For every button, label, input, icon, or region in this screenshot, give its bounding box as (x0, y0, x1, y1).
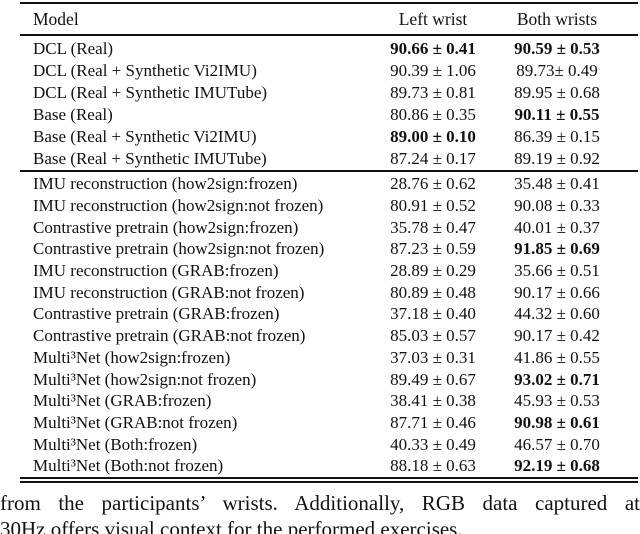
model-name: Multi³Net (GRAB:not frozen) (33, 412, 238, 432)
table-row: Contrastive pretrain (how2sign:frozen) 35… (20, 217, 638, 239)
both-wrists-value: 46.57 ± 0.70 (514, 434, 600, 454)
table-row: Multi³Net (how2sign:not frozen) 89.49 ± 0… (20, 369, 638, 391)
left-wrist-value: 87.23 ± 0.59 (390, 239, 476, 259)
table-row: IMU reconstruction (GRAB:frozen) 28.89 ± … (20, 260, 638, 282)
left-wrist-value: 87.24 ± 0.17 (390, 149, 476, 168)
table-row: Multi³Net (Both:not frozen) 88.18 ± 0.63 9… (20, 455, 638, 477)
model-name: Base (Real) (33, 105, 113, 124)
table-row: DCL (Real) 90.66 ± 0.41 90.59 ± 0.53 (20, 38, 638, 60)
table-row: Base (Real) 80.86 ± 0.35 90.11 ± 0.55 (20, 104, 638, 126)
both-wrists-value: 89.95 ± 0.68 (514, 83, 600, 102)
table-bottom-rule (20, 477, 638, 484)
model-name: Contrastive pretrain (how2sign:not froze… (33, 239, 325, 259)
table-row: Multi³Net (GRAB:frozen) 38.41 ± 0.38 45.93… (20, 390, 638, 412)
model-name: Contrastive pretrain (GRAB:not frozen) (33, 326, 306, 346)
left-wrist-value: 90.39 ± 1.06 (390, 61, 476, 80)
left-wrist-value: 80.86 ± 0.35 (390, 105, 476, 124)
caption-text: from the participants’ wrists. Additiona… (0, 490, 640, 534)
table-row: Multi³Net (Both:frozen) 40.33 ± 0.49 46.57… (20, 434, 638, 456)
table-group-pretrain: IMU reconstruction (how2sign:frozen) 28.7… (20, 172, 638, 478)
left-wrist-value: 28.89 ± 0.29 (390, 261, 476, 281)
both-wrists-value: 90.11 ± 0.55 (514, 105, 600, 124)
left-wrist-value: 37.18 ± 0.40 (390, 304, 476, 324)
model-name: Contrastive pretrain (GRAB:frozen) (33, 304, 280, 324)
both-wrists-value: 90.17 ± 0.66 (514, 282, 600, 302)
left-wrist-value: 37.03 ± 0.31 (390, 347, 476, 367)
table-row: DCL (Real + Synthetic IMUTube) 89.73 ± 0.… (20, 82, 638, 104)
both-wrists-value: 92.19 ± 0.68 (514, 456, 600, 476)
both-wrists-value: 41.86 ± 0.55 (514, 347, 600, 367)
model-name: DCL (Real) (33, 39, 114, 58)
left-wrist-value: 80.89 ± 0.48 (390, 282, 476, 302)
both-wrists-value: 93.02 ± 0.71 (514, 369, 600, 389)
left-wrist-value: 38.41 ± 0.38 (390, 391, 476, 411)
both-wrists-value: 90.17 ± 0.42 (514, 326, 600, 346)
left-wrist-value: 90.66 ± 0.41 (390, 39, 476, 58)
both-wrists-value: 40.01 ± 0.37 (514, 217, 600, 237)
left-wrist-value: 88.18 ± 0.63 (390, 456, 476, 476)
table-row: IMU reconstruction (how2sign:frozen) 28.7… (20, 174, 638, 196)
model-name: IMU reconstruction (how2sign:frozen) (33, 174, 298, 194)
both-wrists-value: 90.08 ± 0.33 (514, 196, 600, 216)
both-wrists-value: 45.93 ± 0.53 (514, 391, 600, 411)
left-wrist-value: 89.00 ± 0.10 (390, 127, 476, 146)
table-row: Multi³Net (GRAB:not frozen) 87.71 ± 0.46 9… (20, 412, 638, 434)
caption-line-1: from the participants’ wrists. Additiona… (0, 491, 640, 516)
model-name: Multi³Net (how2sign:frozen) (33, 347, 231, 367)
header-both-wrists: Both wrists (516, 8, 598, 29)
table-header-rule (20, 34, 638, 36)
left-wrist-value: 85.03 ± 0.57 (390, 326, 476, 346)
model-name: IMU reconstruction (GRAB:not frozen) (33, 282, 305, 302)
model-name: Contrastive pretrain (how2sign:frozen) (33, 217, 299, 237)
both-wrists-value: 44.32 ± 0.60 (514, 304, 600, 324)
model-name: IMU reconstruction (GRAB:frozen) (33, 261, 279, 281)
table-row: Contrastive pretrain (how2sign:not froze… (20, 239, 638, 261)
left-wrist-value: 28.76 ± 0.62 (390, 174, 476, 194)
table-mid-rule (20, 170, 638, 172)
left-wrist-value: 80.91 ± 0.52 (390, 196, 476, 216)
header-model: Model (33, 8, 79, 29)
both-wrists-value: 86.39 ± 0.15 (514, 127, 600, 146)
model-name: Multi³Net (Both:frozen) (33, 434, 198, 454)
model-name: Multi³Net (Both:not frozen) (33, 456, 224, 476)
model-name: IMU reconstruction (how2sign:not frozen) (33, 196, 324, 216)
left-wrist-value: 40.33 ± 0.49 (390, 434, 476, 454)
both-wrists-value: 90.98 ± 0.61 (514, 412, 600, 432)
results-table: Model Left wrist Both wrists DCL (Real) 9… (20, 2, 638, 484)
table-row: IMU reconstruction (GRAB:not frozen) 80.8… (20, 282, 638, 304)
both-wrists-value: 35.48 ± 0.41 (514, 174, 600, 194)
both-wrists-value: 35.66 ± 0.51 (514, 261, 600, 281)
caption-line-2: 30Hz offers visual context for the perfo… (0, 517, 463, 534)
model-name: Multi³Net (GRAB:frozen) (33, 391, 212, 411)
table-row: Base (Real + Synthetic IMUTube) 87.24 ± 0… (20, 148, 638, 170)
table-top-rule (20, 2, 638, 4)
header-left-wrist: Left wrist (398, 8, 468, 29)
both-wrists-value: 89.19 ± 0.92 (514, 149, 600, 168)
both-wrists-value: 90.59 ± 0.53 (514, 39, 600, 58)
both-wrists-value: 89.73± 0.49 (516, 61, 598, 80)
model-name: DCL (Real + Synthetic IMUTube) (33, 83, 268, 102)
table-row: IMU reconstruction (how2sign:not frozen)… (20, 195, 638, 217)
table-row: Contrastive pretrain (GRAB:not frozen) 85… (20, 325, 638, 347)
model-name: DCL (Real + Synthetic Vi2IMU) (33, 61, 257, 80)
left-wrist-value: 35.78 ± 0.47 (390, 217, 476, 237)
table-row: Base (Real + Synthetic Vi2IMU) 89.00 ± 0.… (20, 126, 638, 148)
table-header-row: Model Left wrist Both wrists (20, 4, 638, 34)
model-name: Base (Real + Synthetic IMUTube) (33, 149, 267, 168)
left-wrist-value: 89.49 ± 0.67 (390, 369, 476, 389)
left-wrist-value: 87.71 ± 0.46 (390, 412, 476, 432)
table-group-baselines: DCL (Real) 90.66 ± 0.41 90.59 ± 0.53 DCL (R… (20, 36, 638, 170)
left-wrist-value: 89.73 ± 0.81 (390, 83, 476, 102)
table-row: Contrastive pretrain (GRAB:frozen) 37.18 … (20, 304, 638, 326)
model-name: Base (Real + Synthetic Vi2IMU) (33, 127, 257, 146)
model-name: Multi³Net (how2sign:not frozen) (33, 369, 257, 389)
table-row: Multi³Net (how2sign:frozen) 37.03 ± 0.31 4… (20, 347, 638, 369)
table-row: DCL (Real + Synthetic Vi2IMU) 90.39 ± 1.0… (20, 60, 638, 82)
both-wrists-value: 91.85 ± 0.69 (514, 239, 600, 259)
